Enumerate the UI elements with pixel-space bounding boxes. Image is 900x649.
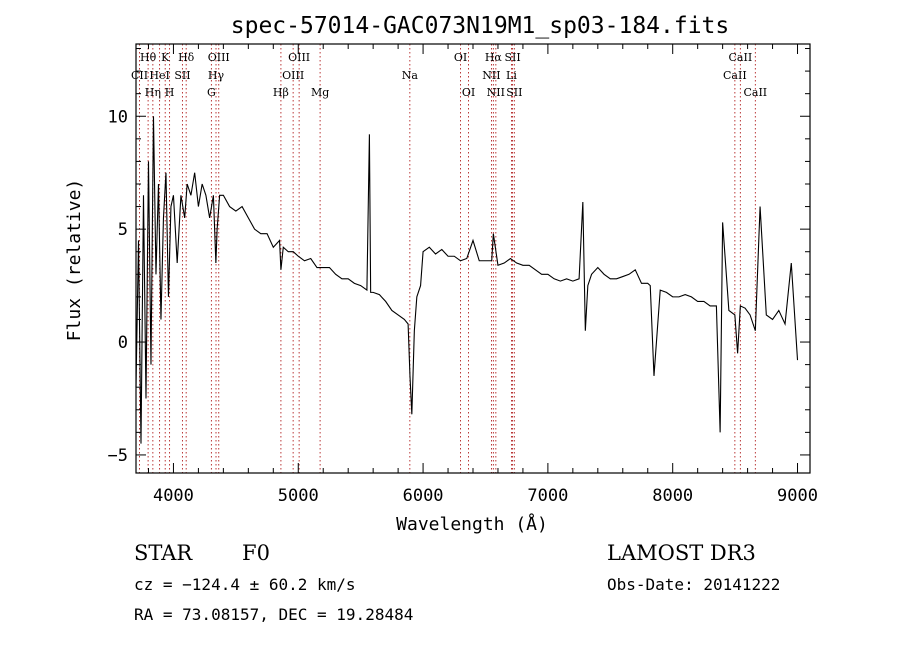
y-tick-label: 0 [118,333,128,353]
line-label: SII [174,69,190,82]
line-label: HeI [149,69,169,82]
line-label: Hα [485,51,503,64]
line-label: OIII [282,69,304,82]
line-label: Li [506,69,517,82]
observation-date: Obs-Date: 20141222 [607,575,781,594]
spectral-line-labels: CII Hθ Hη HeI K H SII Hδ G Hγ OIII Hβ OIII OIII Mg Na OI… [131,51,767,99]
line-label: NII [482,69,500,82]
line-label: CaII [743,86,767,99]
line-label: K [161,51,170,64]
x-tick-label: 7000 [527,486,568,506]
axis-ticks: 4000 5000 6000 7000 8000 9000 −5 0 5 10 [108,44,818,506]
line-label: Hδ [178,51,195,64]
line-label: CII [131,69,148,82]
line-label: CaII [723,69,747,82]
line-label: OIII [288,51,310,64]
line-label: CaII [729,51,753,64]
line-label: Hγ [208,69,225,82]
line-label: G [207,86,216,99]
object-subclass: F0 [242,541,270,565]
survey-name: LAMOST DR3 [607,541,756,565]
line-label: Na [402,69,419,82]
x-tick-label: 9000 [777,486,818,506]
chart-title: spec-57014-GAC073N19M1_sp03-184.fits [231,13,730,39]
line-label: Mg [311,86,329,99]
line-label: H [165,86,175,99]
x-tick-label: 8000 [652,486,693,506]
x-axis-label: Wavelength (Å) [396,513,548,535]
line-label: NII [487,86,505,99]
y-axis-label: Flux (relative) [64,179,85,342]
redshift-cz: cz = −124.4 ± 60.2 km/s [134,575,356,594]
line-label: OIII [208,51,230,64]
coordinates: RA = 73.08157, DEC = 19.28484 [134,605,414,624]
line-label: OI [462,86,475,99]
spectral-line-markers [139,44,756,473]
line-label: SII [504,51,520,64]
line-label: Hβ [273,86,289,99]
line-label: Hη [145,86,161,99]
x-tick-label: 6000 [403,486,444,506]
flux-series-line [135,116,799,444]
y-tick-label: 5 [118,220,128,240]
plot-frame [135,43,811,474]
y-tick-label: 10 [108,107,128,127]
object-class: STAR [134,541,193,565]
x-tick-label: 5000 [278,486,319,506]
line-label: SII [506,86,522,99]
line-label: Hθ [140,51,157,64]
y-tick-label: −5 [108,446,128,466]
line-label: OI [454,51,467,64]
x-tick-label: 4000 [153,486,194,506]
